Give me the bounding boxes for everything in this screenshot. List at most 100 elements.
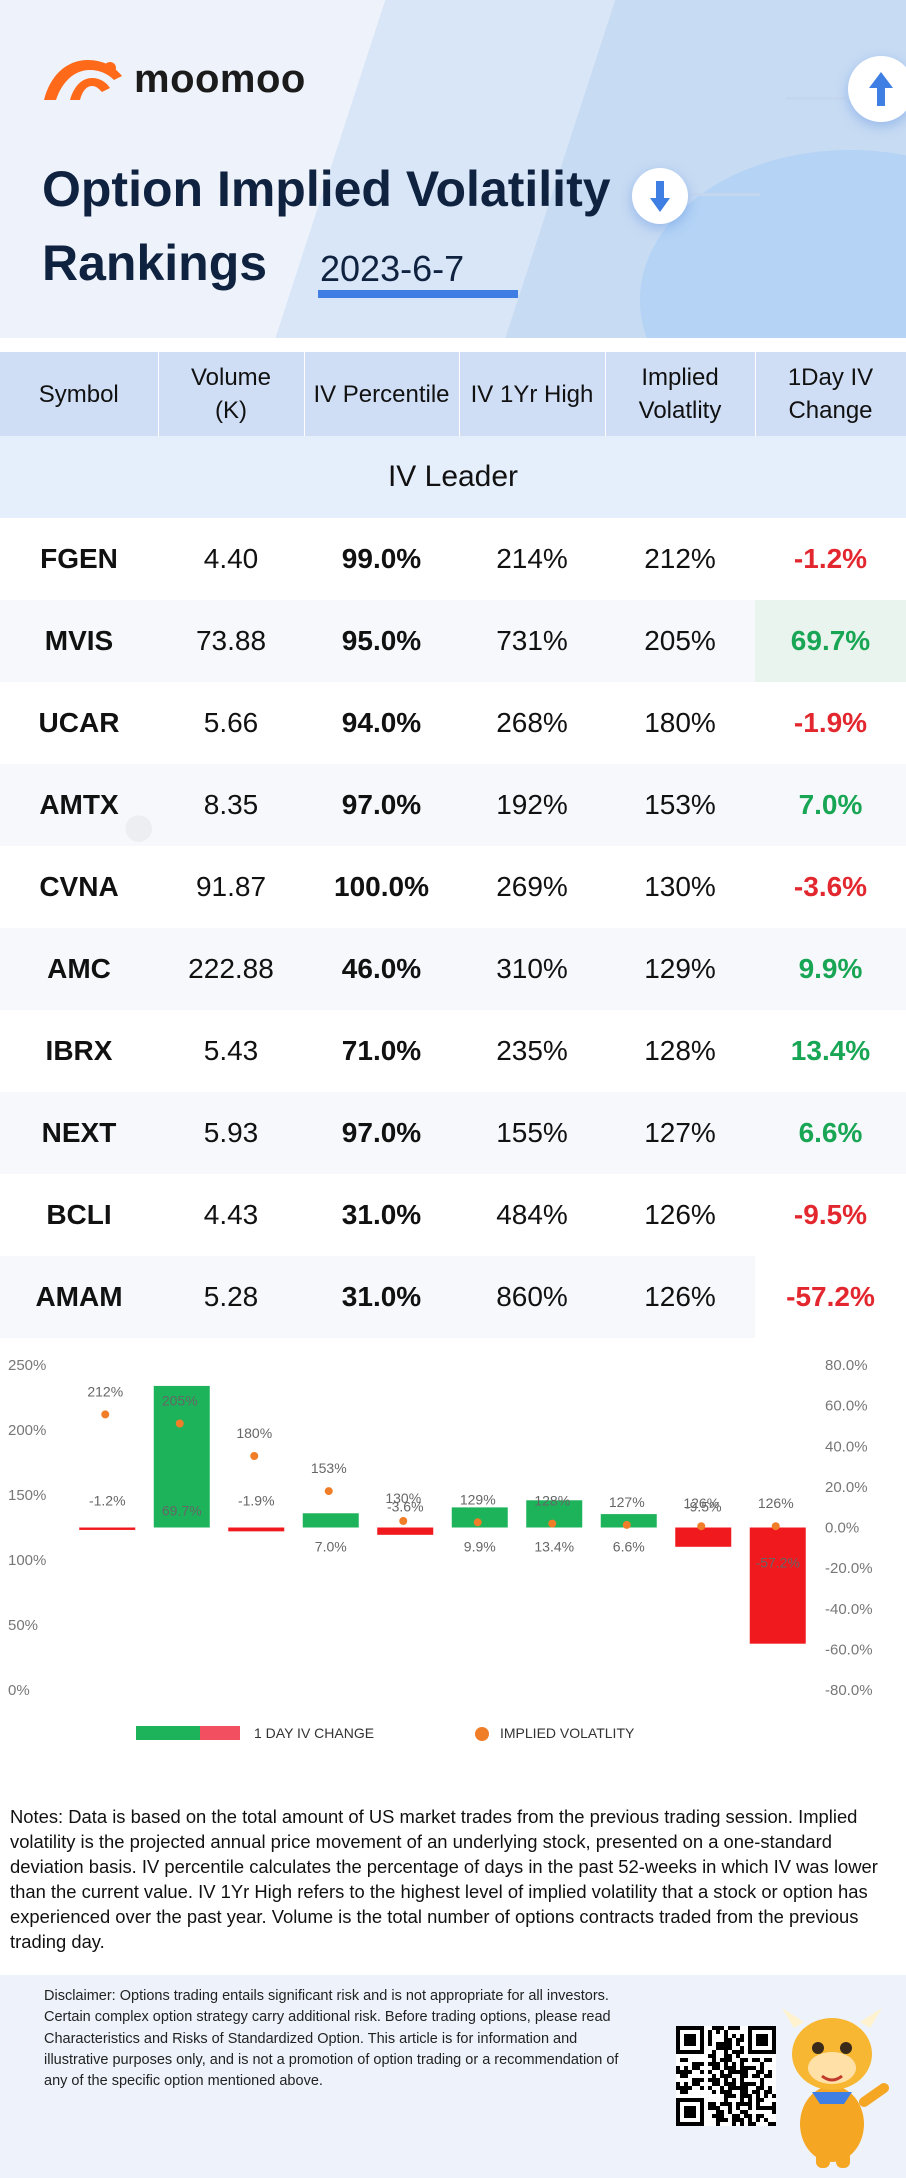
date-underline [318,290,518,298]
header-banner [0,0,906,338]
iv-point-amc [473,1518,482,1527]
bar-iv-change-fgen [79,1527,136,1530]
cell-implied-volatility: 205% [605,600,755,682]
cell-1day-iv-change: 13.4% [755,1010,906,1092]
cell-symbol: AMAM [0,1256,158,1338]
notes-text: Notes: Data is based on the total amount… [10,1806,878,1952]
qr-code[interactable] [676,2026,776,2126]
cell-iv-1yr-high: 269% [459,846,605,928]
iv-point-amtx [324,1487,333,1496]
section-row: IV Leader [0,436,906,518]
cell-iv-percentile: 95.0% [304,600,459,682]
cell-volume: 8.35 [158,764,304,846]
legend-label-implied-vol: IMPLIED VOLATLITY [500,1725,635,1741]
cell-symbol: CVNA [0,846,158,928]
right-axis-tick: -60.0% [825,1641,873,1658]
table-row: MVIS 73.88 95.0% 731% 205% 69.7% [0,600,906,682]
iv-point-label: 130% [385,1490,421,1506]
left-axis-tick: 150% [8,1487,46,1504]
cell-iv-percentile: 46.0% [304,928,459,1010]
bar-label: 6.6% [613,1539,645,1555]
table-row: NEXT 5.93 97.0% 155% 127% 6.6% [0,1092,906,1174]
mascot-cow-icon [772,1992,892,2172]
cell-1day-iv-change: -1.9% [755,682,906,764]
table-row: AMC 222.88 46.0% 310% 129% 9.9% [0,928,906,1010]
bar-label: -1.2% [89,1493,126,1509]
cell-symbol: MVIS [0,600,158,682]
cell-iv-1yr-high: 268% [459,682,605,764]
cell-iv-percentile: 97.0% [304,764,459,846]
cell-implied-volatility: 212% [605,518,755,600]
cell-1day-iv-change: -1.2% [755,518,906,600]
cell-implied-volatility: 129% [605,928,755,1010]
cell-iv-1yr-high: 310% [459,928,605,1010]
report-date: 2023-6-7 [320,248,465,289]
bar-label: 69.7% [162,1503,202,1519]
header-iv-1yr-high: IV 1Yr High [459,352,606,436]
right-axis-tick: -80.0% [825,1682,873,1699]
right-axis-tick: -20.0% [825,1560,873,1577]
right-axis-tick: -40.0% [825,1601,873,1618]
table-row: UCAR 5.66 94.0% 268% 180% -1.9% [0,682,906,764]
cell-symbol: AMTX [0,764,158,846]
cell-1day-iv-change: -9.5% [755,1174,906,1256]
cell-symbol: AMC [0,928,158,1010]
cell-1day-iv-change: 7.0% [755,764,906,846]
cell-volume: 5.43 [158,1010,304,1092]
cell-iv-1yr-high: 235% [459,1010,605,1092]
cell-iv-percentile: 97.0% [304,1092,459,1174]
cell-symbol: FGEN [0,518,158,600]
legend-swatch-down [200,1726,240,1740]
cell-volume: 5.93 [158,1092,304,1174]
down-arrow-icon [632,168,688,224]
iv-point-mvis [175,1419,184,1428]
iv-point-label: 126% [683,1495,719,1511]
cell-implied-volatility: 126% [605,1174,755,1256]
bar-iv-change-cvna [377,1527,434,1535]
cell-iv-1yr-high: 731% [459,600,605,682]
cell-symbol: UCAR [0,682,158,764]
watermark: ● [120,790,157,861]
brand-logo: moomoo [40,54,306,104]
cell-implied-volatility: 128% [605,1010,755,1092]
page-title-line1: Option Implied Volatility [42,161,611,217]
bar-iv-change-mvis [153,1385,210,1528]
right-axis-tick: 20.0% [825,1479,868,1496]
iv-point-label: 126% [758,1495,794,1511]
right-axis-tick: 40.0% [825,1438,868,1455]
bar-label: -57.2% [756,1555,800,1571]
legend-marker-iv [475,1727,489,1741]
cell-iv-1yr-high: 192% [459,764,605,846]
cell-iv-1yr-high: 155% [459,1092,605,1174]
right-axis-tick: 0.0% [825,1520,859,1537]
iv-point-cvna [399,1517,408,1525]
bar-label: 13.4% [534,1539,574,1555]
cell-implied-volatility: 153% [605,764,755,846]
cell-volume: 5.28 [158,1256,304,1338]
iv-point-ibrx [548,1519,557,1528]
cell-iv-percentile: 100.0% [304,846,459,928]
moomoo-logo-icon [40,54,128,104]
table-row: FGEN 4.40 99.0% 214% 212% -1.2% [0,518,906,600]
iv-point-label: 129% [460,1491,496,1507]
header-symbol: Symbol [0,352,159,436]
iv-point-amam [771,1522,780,1531]
iv-point-ucar [250,1452,259,1460]
brand-name: moomoo [134,56,306,101]
iv-point-next [622,1520,631,1529]
cell-volume: 222.88 [158,928,304,1010]
cell-1day-iv-change: 69.7% [755,600,906,682]
cell-symbol: NEXT [0,1092,158,1174]
bar-label: -9.5% [685,1499,722,1515]
iv-point-label: 180% [236,1425,272,1441]
bar-label: 9.9% [464,1539,496,1555]
bar-label: -3.6% [387,1499,424,1515]
table-row: IBRX 5.43 71.0% 235% 128% 13.4% [0,1010,906,1092]
iv-point-bcli [697,1522,706,1531]
cell-implied-volatility: 180% [605,682,755,764]
legend-label-iv-change: 1 DAY IV CHANGE [254,1725,374,1741]
section-label: IV Leader [0,436,906,518]
cell-implied-volatility: 130% [605,846,755,928]
disclaimer-text: Disclaimer: Options trading entails sign… [44,1988,619,2090]
bar-iv-change-bcli [675,1527,732,1547]
